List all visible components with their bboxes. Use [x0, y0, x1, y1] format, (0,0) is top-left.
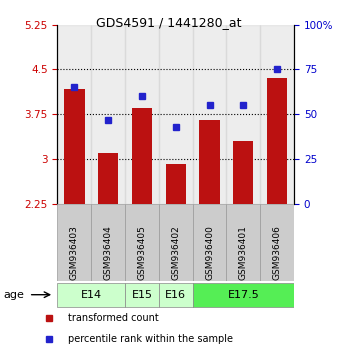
Bar	[260, 204, 294, 281]
Bar	[159, 25, 193, 204]
Text: E17.5: E17.5	[227, 290, 259, 300]
Text: GSM936400: GSM936400	[205, 225, 214, 280]
Text: percentile rank within the sample: percentile rank within the sample	[68, 334, 233, 344]
Bar	[193, 25, 226, 204]
Bar	[260, 25, 294, 204]
Bar	[91, 25, 125, 204]
Bar	[91, 204, 125, 281]
Text: GDS4591 / 1441280_at: GDS4591 / 1441280_at	[96, 16, 242, 29]
Text: E16: E16	[165, 290, 186, 300]
Bar	[193, 204, 226, 281]
Bar	[166, 164, 186, 204]
Bar	[57, 25, 91, 204]
Text: transformed count: transformed count	[68, 313, 158, 323]
Bar	[193, 283, 294, 307]
Text: E14: E14	[81, 290, 102, 300]
Bar	[98, 153, 118, 204]
Bar	[125, 204, 159, 281]
Bar	[233, 141, 254, 204]
Bar	[226, 204, 260, 281]
Bar	[57, 204, 91, 281]
Text: GSM936404: GSM936404	[104, 225, 113, 280]
Bar	[125, 25, 159, 204]
Bar	[57, 283, 125, 307]
Text: E15: E15	[131, 290, 152, 300]
Bar	[64, 88, 84, 204]
Text: GSM936406: GSM936406	[273, 225, 282, 280]
Bar	[125, 283, 159, 307]
Text: GSM936402: GSM936402	[171, 225, 180, 280]
Bar	[226, 25, 260, 204]
Text: age: age	[3, 290, 24, 300]
Bar	[159, 283, 193, 307]
Bar	[132, 108, 152, 204]
Bar	[267, 79, 287, 204]
Text: GSM936405: GSM936405	[138, 225, 146, 280]
Bar	[199, 120, 220, 204]
Text: GSM936403: GSM936403	[70, 225, 79, 280]
Bar	[159, 204, 193, 281]
Text: GSM936401: GSM936401	[239, 225, 248, 280]
